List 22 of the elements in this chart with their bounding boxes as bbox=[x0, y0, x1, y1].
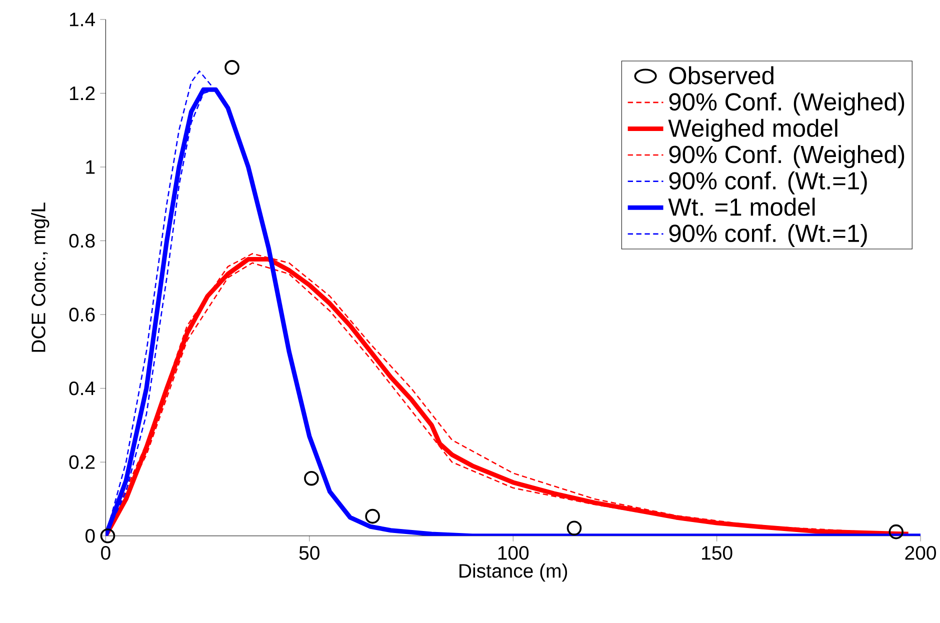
x-tick-label: 150 bbox=[702, 546, 732, 560]
y-tick-label: 0 bbox=[85, 529, 95, 543]
y-tick-label: 0.8 bbox=[69, 234, 95, 248]
x-tick-label: 50 bbox=[299, 546, 320, 560]
y-tick-label: 1 bbox=[86, 160, 95, 174]
y-tick-label: 0.2 bbox=[69, 455, 95, 470]
x-tick-label: 100 bbox=[498, 546, 529, 560]
x-tick-label: 200 bbox=[905, 546, 936, 560]
legend-label: 90% conf. (Wt.=1) bbox=[669, 224, 867, 248]
y-tick-label: 1.2 bbox=[70, 86, 95, 100]
legend-label: 90% conf. (Wt.=1) bbox=[669, 172, 867, 194]
legend-label: 90% Conf. (Weighed) bbox=[669, 145, 904, 168]
y-axis-title: DCE Conc., mg/L bbox=[31, 202, 50, 352]
legend-label: 90% Conf. (Weighed) bbox=[669, 92, 904, 116]
y-tick-label: 1.4 bbox=[70, 12, 95, 26]
x-tick-label: 0 bbox=[101, 546, 110, 560]
legend-label: Observed bbox=[669, 66, 774, 84]
x-axis-title: Distance (m) bbox=[460, 564, 568, 582]
y-tick-label: 0.6 bbox=[69, 308, 95, 322]
y-tick-label: 0.4 bbox=[69, 382, 95, 396]
legend-label: Wt. =1 model bbox=[668, 198, 815, 216]
legend-label: Weighed model bbox=[668, 118, 838, 142]
